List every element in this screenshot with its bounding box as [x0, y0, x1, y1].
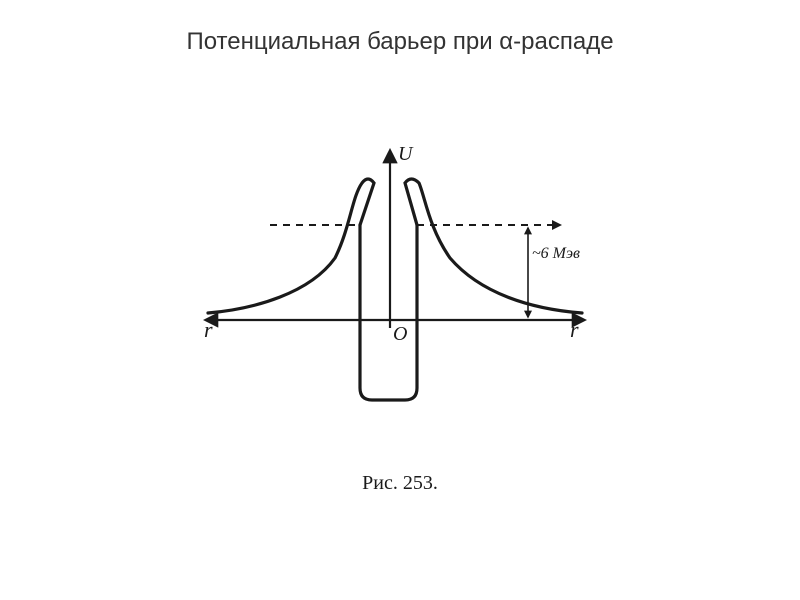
potential-barrier-diagram: U O r r ~6 Мэв [200, 145, 590, 475]
energy-annotation: ~6 Мэв [532, 245, 580, 263]
axis-label-r-left: r [204, 317, 213, 343]
diagram-svg [200, 145, 590, 455]
page-title: Потенциальная барьер при α-распаде [0, 0, 800, 56]
axis-label-origin: O [393, 323, 407, 346]
figure-caption: Рис. 253. [0, 472, 800, 495]
axis-label-r-right: r [570, 317, 579, 343]
axis-label-U: U [398, 143, 412, 166]
